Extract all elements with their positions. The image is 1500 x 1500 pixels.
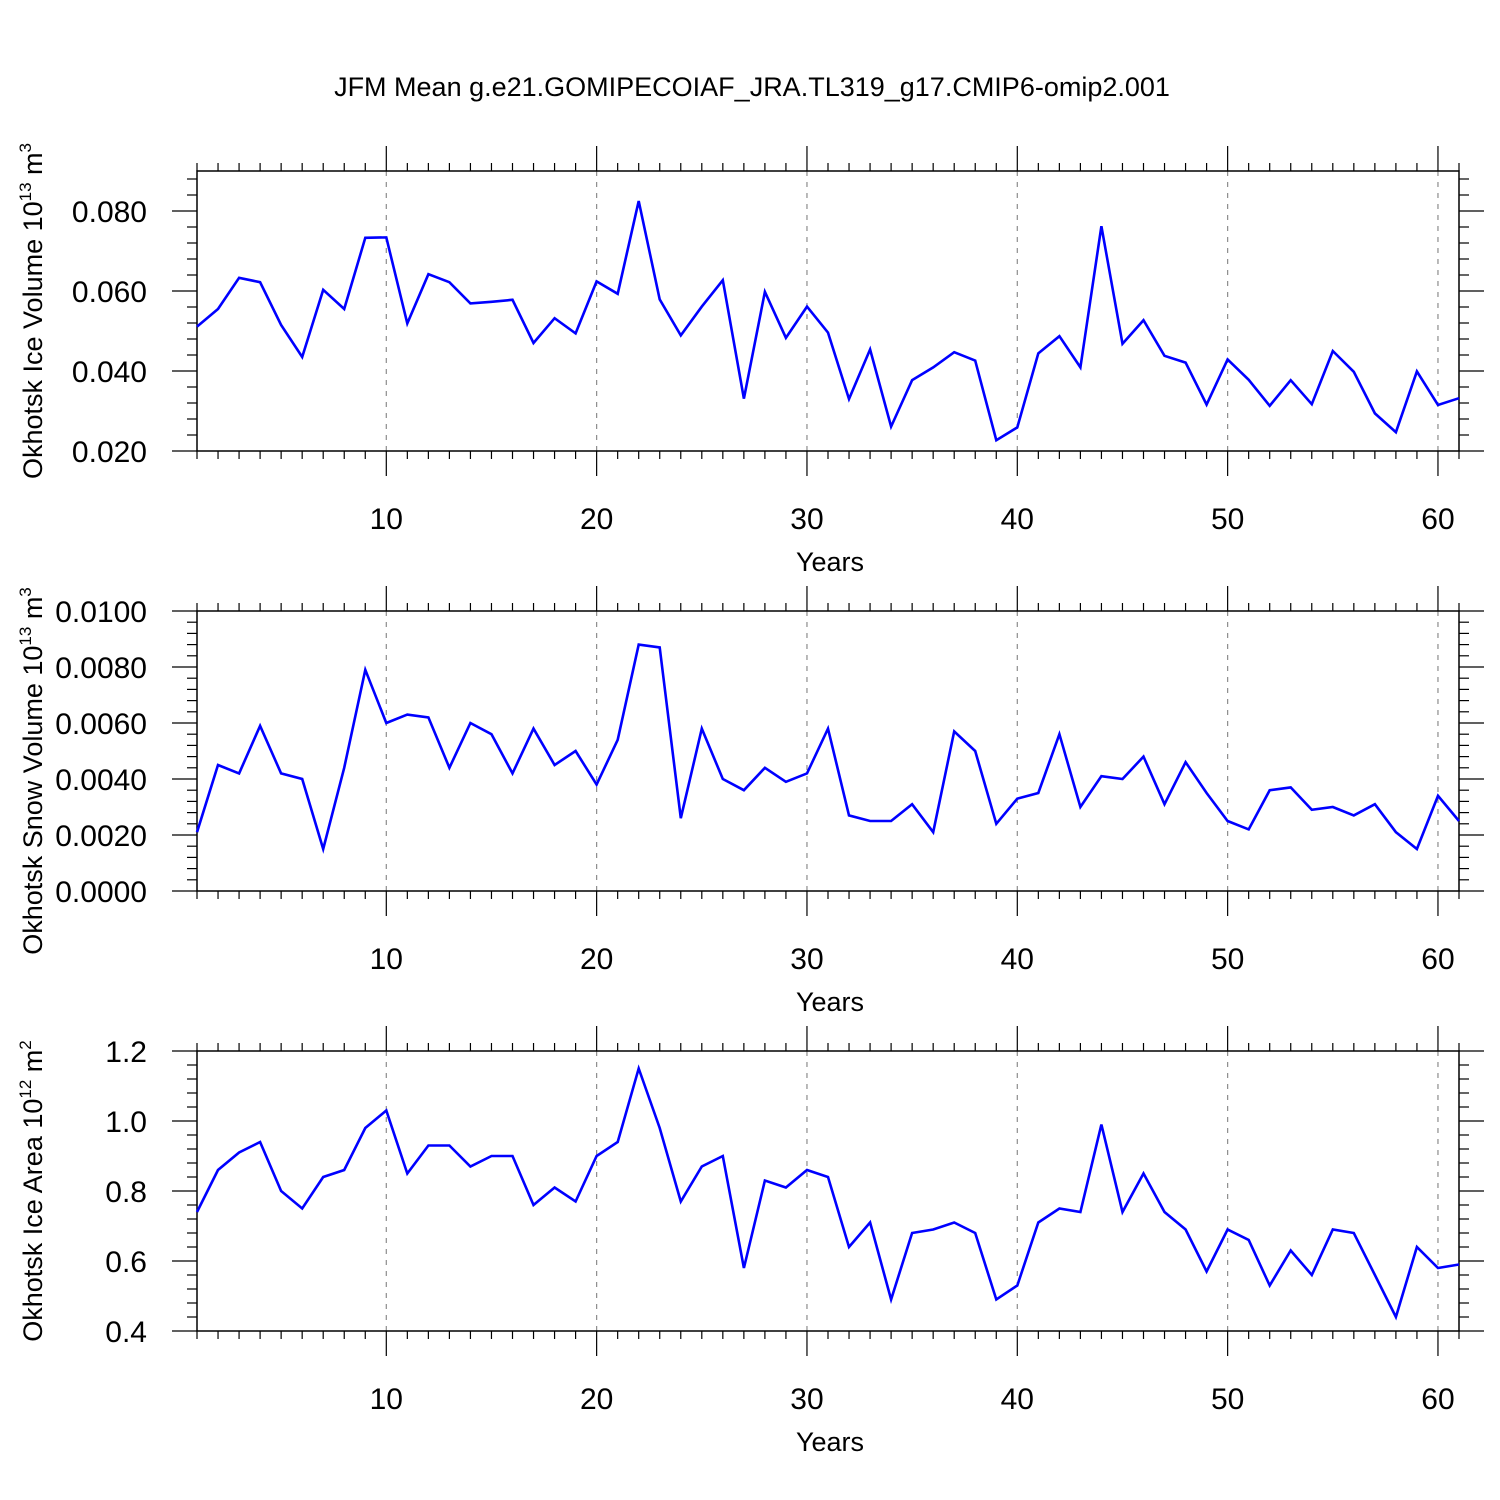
x-tick-label: 10: [370, 943, 403, 976]
y-tick-label: 0.4: [105, 1316, 147, 1349]
y-tick-label: 0.0040: [55, 764, 147, 797]
x-tick-label: 10: [370, 503, 403, 536]
y-tick-label: 0.040: [72, 356, 147, 389]
x-tick-label: 20: [580, 503, 613, 536]
y-tick-label: 0.8: [105, 1176, 147, 1209]
x-tick-label: 20: [580, 1383, 613, 1416]
y-tick-label: 0.6: [105, 1246, 147, 1279]
x-tick-label: 40: [1001, 1383, 1034, 1416]
panels: 10 20 30 40 50 60 0.020 0.040 0.060 0.080 Years Okh…: [16, 143, 1484, 1457]
x-axis-label: Years: [796, 987, 864, 1017]
series-line: [195, 1064, 1460, 1321]
x-tick-label: 40: [1001, 503, 1034, 536]
x-tick-label: 50: [1211, 503, 1244, 536]
y-tick-label: 0.0020: [55, 820, 147, 853]
y-tick-label: 0.080: [72, 196, 147, 229]
y-tick-label: 1.0: [105, 1106, 147, 1139]
x-axis-label: Years: [796, 547, 864, 577]
x-tick-label: 50: [1211, 943, 1244, 976]
x-tick-label: 30: [790, 943, 823, 976]
series-line: [195, 643, 1460, 854]
y-tick-label: 0.0060: [55, 708, 147, 741]
y-axis-label: Okhotsk Snow Volume 1013 m3: [16, 587, 48, 955]
x-tick-label: 30: [790, 1383, 823, 1416]
x-tick-label: 60: [1421, 943, 1454, 976]
x-tick-label: 20: [580, 943, 613, 976]
y-axis-label: Okhotsk Ice Volume 1013 m3: [16, 143, 48, 479]
x-tick-label: 60: [1421, 503, 1454, 536]
y-axis-label: Okhotsk Ice Area 1012 m2: [16, 1040, 48, 1342]
chart-panel-2: 10 20 30 40 50 60 0.0000 0.0020 0.0040 0.0060 0.00…: [16, 586, 1484, 1017]
y-tick-label: 0.0080: [55, 652, 147, 685]
chart-panel-3: 10 20 30 40 50 60 0.4 0.6 0.8 1.0 1.2 Years Okhotsk …: [16, 1026, 1484, 1457]
x-tick-label: 50: [1211, 1383, 1244, 1416]
plot-frame: [196, 1050, 1460, 1332]
y-tick-label: 0.0100: [55, 596, 147, 629]
y-tick-label: 0.0000: [55, 876, 147, 909]
y-tick-label: 0.060: [72, 276, 147, 309]
x-tick-label: 10: [370, 1383, 403, 1416]
x-axis-label: Years: [796, 1427, 864, 1457]
chart-panel-1: 10 20 30 40 50 60 0.020 0.040 0.060 0.080 Years Okh…: [16, 143, 1484, 577]
x-tick-label: 30: [790, 503, 823, 536]
plot-frame: [196, 610, 1460, 892]
figure-title: JFM Mean g.e21.GOMIPECOIAF_JRA.TL319_g17…: [334, 72, 1170, 102]
series-line: [196, 200, 1460, 443]
y-tick-label: 1.2: [105, 1036, 147, 1069]
y-tick-label: 0.020: [72, 436, 147, 469]
x-tick-label: 60: [1421, 1383, 1454, 1416]
plot-frame: [196, 170, 1460, 452]
x-tick-label: 40: [1001, 943, 1034, 976]
